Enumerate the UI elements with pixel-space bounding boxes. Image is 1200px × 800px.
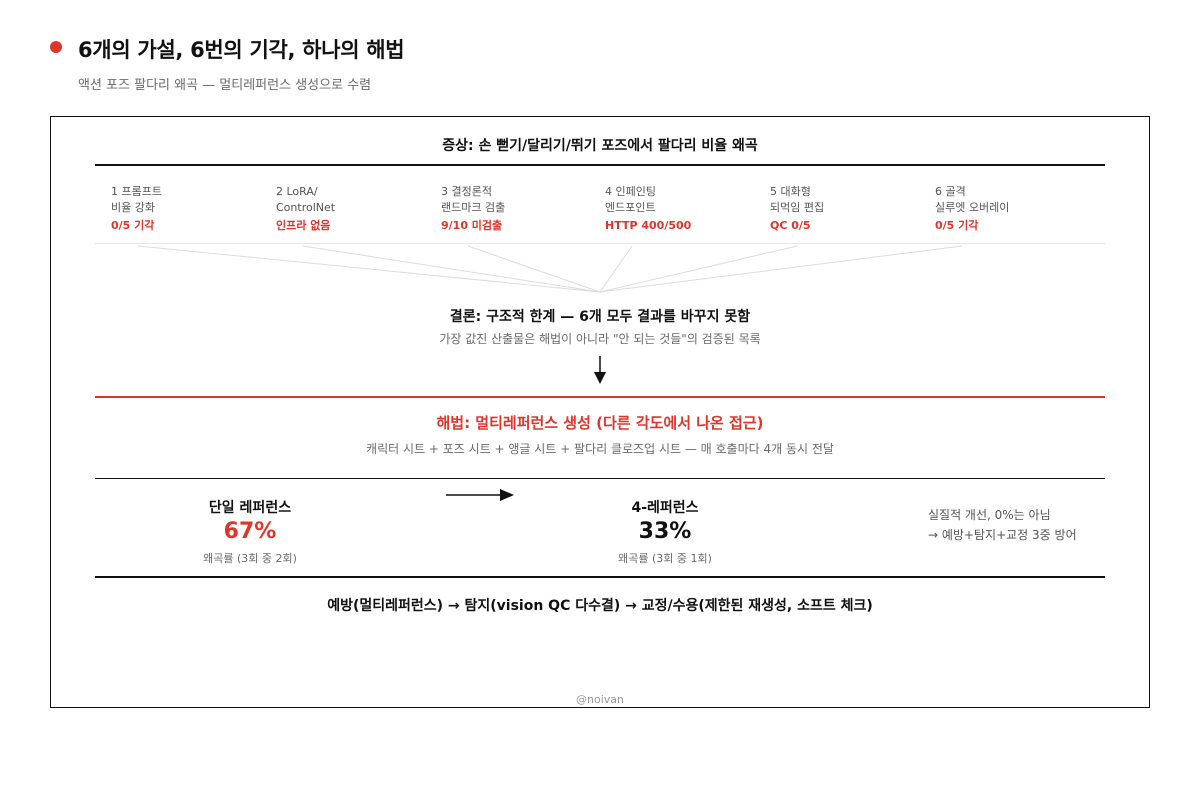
pipeline-divider [95,576,1105,578]
attempt-result: HTTP 400/500 [605,219,692,232]
attempt-detail: 되먹임 편집 [770,201,825,214]
comparison-note-line1: 실질적 개선, 0%는 아님 [928,508,1051,522]
symptom-divider [95,164,1105,166]
comparison-before-label: 단일 레퍼런스 [208,500,292,516]
attempt-result: 인프라 없음 [276,219,331,232]
attempt-result: 9/10 미검출 [441,219,503,232]
attempt-5: 5 대화형 되먹임 편집 QC 0/5 [770,184,824,234]
page-subtitle: 액션 포즈 팔다리 왜곡 — 멀티레퍼런스 생성으로 수렴 [78,78,372,93]
comparison-before-value: 67% [223,519,277,544]
solution-subtitle: 캐릭터 시트 + 포즈 시트 + 앵글 시트 + 팔다리 클로즈업 시트 — 매… [366,442,834,456]
comparison-before: 단일 레퍼런스 67% 왜곡률 (3회 중 2회) [130,497,370,566]
pipeline-summary: 예방(멀티레퍼런스) → 탐지(vision QC 다수결) → 교정/수용(제… [327,598,873,614]
comparison-after-value: 33% [638,519,692,544]
convergence-line-5 [599,245,798,293]
attempt-detail: 비율 강화 [111,201,155,214]
attempt-detail: ControlNet [276,201,336,214]
comparison-note: 실질적 개선, 0%는 아님 → 예방+탐지+교정 3중 방어 [928,505,1077,545]
attempt-3: 3 결정론적 랜드마크 검출 9/10 미검출 [441,184,505,234]
solution-heading: 해법: 멀티레퍼런스 생성 (다른 각도에서 나온 접근) [436,414,764,432]
attempt-detail: 엔드포인트 [605,201,656,214]
convergence-line-3 [467,245,601,293]
attempt-detail: 랜드마크 검출 [441,201,506,214]
attempt-title: 6 골격 [935,185,966,198]
comparison-after: 4-레퍼런스 33% 왜곡률 (3회 중 1회) [545,497,785,566]
author-credit: @noivan [576,693,624,706]
convergence-line-4 [599,245,633,293]
attempt-4: 4 인페인팅 엔드포인트 HTTP 400/500 [605,184,691,234]
attempt-detail: 실루엣 오버레이 [935,201,1010,214]
right-arrow [446,489,514,501]
attempt-result: 0/5 기각 [935,219,979,232]
attempt-result: QC 0/5 [770,219,811,232]
attempt-title: 5 대화형 [770,185,811,198]
down-arrow [594,356,606,384]
attempt-result: 0/5 기각 [111,219,155,232]
attempt-title: 3 결정론적 [441,185,492,198]
comparison-after-label: 4-레퍼런스 [631,500,699,516]
comparison-note-line2: → 예방+탐지+교정 3중 방어 [928,528,1077,542]
comparison-divider [95,478,1105,479]
comparison-after-note: 왜곡률 (3회 중 1회) [618,552,712,565]
page-title: 6개의 가설, 6번의 기각, 하나의 해법 [78,38,405,62]
convergence-line-2 [302,245,601,293]
attempt-1: 1 프롬프트 비율 강화 0/5 기각 [111,184,162,234]
attempt-title: 1 프롬프트 [111,185,162,198]
attempt-2: 2 LoRA/ ControlNet 인프라 없음 [276,184,335,234]
symptom-heading: 증상: 손 뻗기/달리기/뛰기 포즈에서 팔다리 비율 왜곡 [442,138,758,154]
title-bullet [50,41,62,53]
convergence-line-6 [599,245,963,293]
conclusion-heading: 결론: 구조적 한계 — 6개 모두 결과를 바꾸지 못함 [449,309,751,325]
conclusion-subtitle: 가장 값진 산출물은 해법이 아니라 "안 되는 것들"의 검증된 목록 [439,332,761,346]
attempt-title: 2 LoRA/ [276,185,318,198]
diagram-frame [50,116,1150,708]
attempts-divider [95,243,1105,244]
solution-divider [95,396,1105,398]
attempt-title: 4 인페인팅 [605,185,656,198]
attempt-6: 6 골격 실루엣 오버레이 0/5 기각 [935,184,1009,234]
convergence-line-1 [137,245,601,293]
comparison-before-note: 왜곡률 (3회 중 2회) [203,552,297,565]
